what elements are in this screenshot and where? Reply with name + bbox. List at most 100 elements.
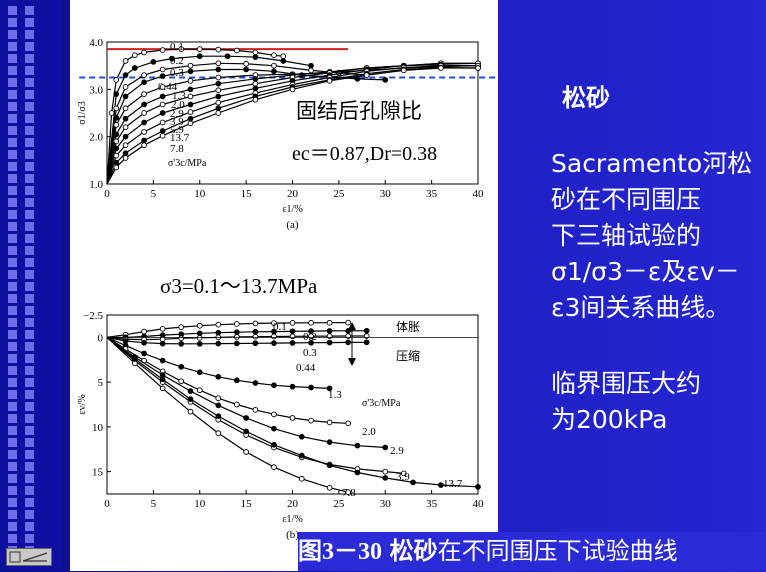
data-point-0.3	[326, 333, 333, 339]
data-point-1.3	[308, 384, 314, 391]
series-line-3.9	[106, 64, 479, 185]
data-point-0.1	[215, 321, 222, 328]
decor-square	[25, 462, 34, 471]
data-point-7.8	[159, 385, 166, 392]
decor-square	[8, 462, 17, 471]
decor-square	[8, 522, 17, 531]
x-tick-label: 15	[241, 188, 253, 200]
data-point-2.9	[271, 425, 277, 432]
data-point-2.0	[289, 415, 296, 421]
x-tick-label: 30	[380, 188, 392, 200]
data-point-0.3	[141, 72, 147, 78]
decor-square	[25, 78, 34, 87]
data-point-0.1	[141, 49, 147, 56]
data-point-2.0	[159, 93, 166, 100]
data-point-0.44	[187, 68, 194, 75]
data-point-0.2	[271, 328, 277, 335]
data-point-0.44	[271, 68, 277, 75]
data-point-2.9	[113, 138, 120, 145]
decor-square	[8, 246, 17, 255]
data-point-2.9	[326, 439, 333, 445]
data-point-3.9	[141, 119, 147, 126]
data-point-2.0	[122, 115, 129, 122]
decor-square	[25, 246, 34, 255]
data-point-7.8	[122, 155, 129, 161]
decor-square	[8, 234, 17, 243]
figure-panel	[70, 0, 498, 571]
data-point-0.3	[178, 335, 185, 342]
data-point-1.3	[141, 91, 147, 97]
data-point-13.7	[243, 428, 249, 435]
data-point-13.7	[271, 441, 277, 448]
x-tick-label: 35	[426, 498, 438, 510]
decor-square	[8, 390, 17, 399]
x-tick-label: 5	[151, 498, 157, 510]
series-line-0.3	[106, 62, 367, 185]
data-point-1.3	[215, 74, 222, 81]
y-tick-label: 1.0	[89, 179, 103, 191]
decor-square	[8, 282, 17, 291]
data-point-2.0	[215, 395, 222, 402]
data-point-0.1	[289, 320, 296, 326]
series-label-7.8: 7.8	[342, 487, 356, 499]
y-tick-label: 4.0	[89, 37, 103, 49]
data-point-0.3	[271, 333, 277, 340]
series-label-0.2: 0.2	[170, 55, 184, 67]
decor-square	[8, 438, 17, 447]
data-point-3.9	[252, 85, 259, 92]
data-point-0.44	[113, 114, 120, 121]
data-point-0.1	[271, 52, 277, 59]
data-point-0.1	[108, 110, 115, 116]
data-point-0.44	[141, 339, 147, 346]
decor-square	[25, 390, 34, 399]
data-point-13.7	[141, 137, 147, 144]
data-point-7.8	[141, 142, 147, 149]
series-label-7.8: 7.8	[170, 143, 184, 155]
data-point-1.3	[271, 382, 277, 389]
data-point-0.3	[234, 334, 240, 340]
y-tick-label: 2.0	[89, 132, 103, 144]
data-point-7.8	[113, 164, 120, 171]
decor-square	[8, 186, 17, 195]
caption-text: 在不同围压下试验曲线	[437, 537, 678, 565]
figure-caption: 图3－30 松砂在不同围压下试验曲线	[298, 532, 766, 571]
x-tick-label: 20	[287, 188, 299, 200]
series-label-0.3: 0.3	[303, 347, 317, 359]
data-point-0.3	[308, 67, 314, 74]
data-point-0.3	[187, 62, 194, 69]
data-point-7.8	[400, 67, 407, 74]
data-point-7.8	[326, 77, 333, 84]
data-point-0.1	[141, 328, 147, 335]
data-point-5.9	[141, 129, 147, 135]
slide-nav-button[interactable]	[6, 548, 52, 566]
data-point-13.7	[113, 159, 120, 166]
decor-square	[8, 78, 17, 87]
data-point-2.9	[215, 402, 222, 409]
data-point-13.7	[187, 115, 194, 122]
data-point-13.7	[298, 452, 305, 459]
series-label-1.3: 1.3	[328, 389, 342, 401]
decor-square	[25, 330, 34, 339]
data-point-0.3	[159, 66, 166, 73]
data-point-2.9	[187, 93, 194, 100]
arrow-up-icon	[348, 322, 356, 330]
void-ratio-value: ec＝0.87,Dr=0.38	[292, 143, 437, 165]
decor-square	[25, 414, 34, 423]
dilation-label: 体胀	[396, 320, 420, 334]
data-point-13.7	[410, 479, 416, 486]
decor-square	[8, 294, 17, 303]
data-point-13.7	[438, 482, 444, 488]
data-point-7.8	[345, 489, 352, 496]
data-point-0.44	[363, 339, 370, 346]
data-point-0.1	[234, 47, 240, 54]
decor-square	[25, 186, 34, 195]
data-point-1.3	[159, 357, 166, 364]
data-point-0.44	[196, 340, 203, 347]
y-tick-label: 10	[92, 422, 104, 434]
data-point-3.9	[159, 110, 166, 116]
data-point-0.1	[113, 77, 120, 83]
data-point-0.1	[159, 47, 166, 53]
data-point-2.0	[252, 76, 259, 82]
x-tick-label: 25	[333, 498, 345, 510]
right-panel-title: 松砂	[562, 84, 610, 112]
